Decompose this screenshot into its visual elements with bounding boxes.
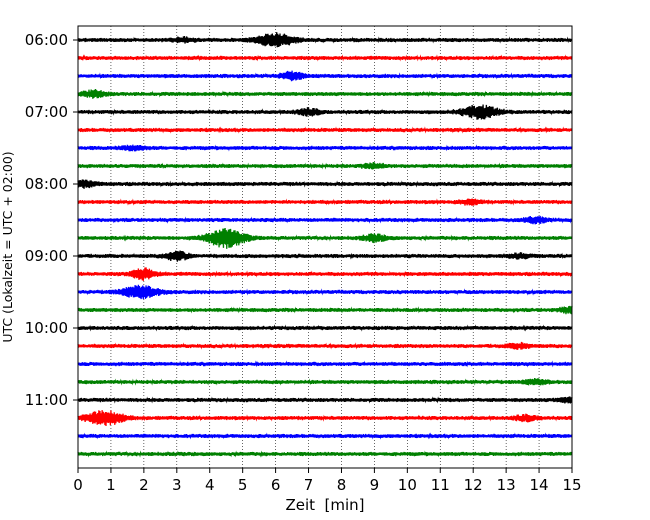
seismic-trace-1015 [77, 341, 573, 350]
seismic-trace-1145 [77, 450, 573, 458]
seismic-trace-1000 [77, 324, 573, 332]
seismic-trace-1030 [77, 360, 573, 368]
y-tick-label: 06:00 [25, 31, 68, 49]
x-tick-label: 13 [497, 476, 516, 494]
seismic-trace-0600 [77, 32, 573, 48]
y-tick-label: 10:00 [25, 319, 68, 337]
x-tick-label: 11 [431, 476, 450, 494]
seismic-trace-0630 [77, 70, 573, 82]
seismic-trace-0830 [77, 215, 573, 225]
x-tick-label: 6 [271, 476, 281, 494]
seismic-trace-1130 [77, 432, 573, 440]
seismic-trace-0915 [77, 267, 573, 281]
x-tick-label: 2 [139, 476, 149, 494]
seismic-trace-1045 [77, 377, 573, 386]
y-axis-ticks: 06:00 07:00 08:00 09:00 10:00 11:00 [25, 31, 78, 409]
seismic-trace-0700 [77, 104, 573, 120]
x-axis-ticks: 0 1 2 3 4 5 6 7 8 9 10 11 12 13 14 15 [73, 468, 582, 494]
x-tick-label: 8 [337, 476, 347, 494]
plot-frame [77, 25, 573, 469]
seismic-trace-0645 [77, 89, 573, 99]
seismic-trace-0715 [77, 126, 573, 134]
seismic-traces [77, 32, 573, 458]
seismic-trace-0845 [77, 227, 573, 249]
y-tick-label: 07:00 [25, 103, 68, 121]
y-axis-label: UTC (Lokalzeit = UTC + 02:00) [0, 151, 15, 342]
x-tick-label: 7 [304, 476, 314, 494]
x-tick-label: 10 [398, 476, 417, 494]
x-tick-label: 4 [205, 476, 215, 494]
seismic-trace-0930 [77, 284, 573, 300]
x-axis-label: Zeit [min] [285, 496, 364, 514]
seismic-trace-0900 [77, 250, 573, 262]
seismic-trace-0745 [77, 161, 573, 170]
seismic-trace-0730 [77, 144, 573, 152]
x-tick-label: 5 [238, 476, 248, 494]
seismic-trace-0615 [77, 54, 573, 62]
seismic-trace-0945 [77, 305, 573, 315]
x-tick-label: 12 [464, 476, 483, 494]
seismic-trace-0815 [77, 198, 573, 206]
x-tick-label: 1 [106, 476, 116, 494]
x-tick-label: 3 [172, 476, 182, 494]
seismic-trace-0800 [77, 179, 573, 189]
x-tick-label: 14 [530, 476, 549, 494]
seismic-trace-1100 [77, 396, 573, 404]
y-tick-label: 11:00 [25, 391, 68, 409]
x-tick-label: 15 [562, 476, 581, 494]
y-tick-label: 08:00 [25, 175, 68, 193]
y-tick-label: 09:00 [25, 247, 68, 265]
x-tick-label: 0 [73, 476, 83, 494]
seismic-trace-1115 [77, 410, 573, 426]
x-tick-label: 9 [370, 476, 380, 494]
